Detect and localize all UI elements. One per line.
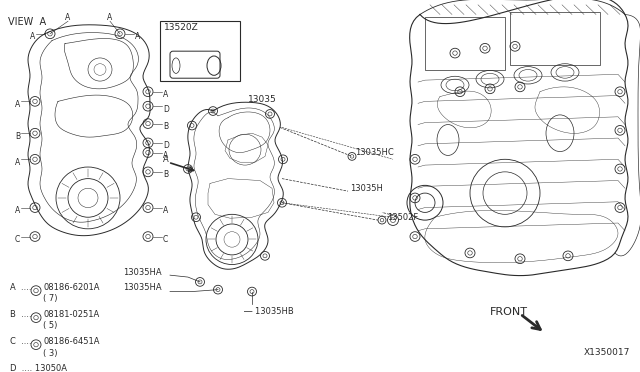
Text: 13035HA: 13035HA — [124, 283, 162, 292]
Text: 08186-6451A: 08186-6451A — [43, 337, 99, 346]
Text: FRONT: FRONT — [490, 307, 528, 317]
Text: ― 13035HB: ― 13035HB — [244, 307, 294, 316]
Text: A: A — [163, 90, 168, 99]
Text: X1350017: X1350017 — [584, 347, 630, 357]
Text: 13035H: 13035H — [350, 184, 383, 193]
Text: C: C — [163, 235, 168, 244]
Text: A: A — [29, 32, 35, 41]
Text: B: B — [163, 170, 168, 179]
Text: 08181-0251A: 08181-0251A — [43, 310, 99, 319]
Text: D  .... 13050A: D .... 13050A — [10, 364, 67, 372]
Text: 13520Z: 13520Z — [164, 23, 199, 32]
Text: A  ....: A .... — [10, 283, 31, 292]
Text: A: A — [15, 158, 20, 167]
Text: 13035HA: 13035HA — [124, 268, 162, 277]
Text: 13502F: 13502F — [387, 213, 419, 222]
Text: B: B — [163, 122, 168, 131]
Bar — [425, 17, 505, 70]
Text: A: A — [135, 32, 140, 41]
Text: ( 3): ( 3) — [43, 349, 58, 357]
Text: D: D — [163, 141, 169, 150]
Text: 08186-6201A: 08186-6201A — [43, 283, 99, 292]
Text: 13035: 13035 — [248, 94, 276, 104]
Text: ( 5): ( 5) — [43, 321, 58, 330]
Text: C: C — [15, 235, 20, 244]
Bar — [160, 21, 240, 81]
Text: B: B — [15, 132, 20, 141]
Text: A: A — [108, 13, 113, 22]
Text: A: A — [163, 206, 168, 215]
Text: B  ....: B .... — [10, 310, 31, 319]
Text: A: A — [65, 13, 70, 22]
Text: A: A — [15, 100, 20, 109]
Text: C  ....: C .... — [10, 337, 31, 346]
Text: VIEW  A: VIEW A — [8, 17, 46, 28]
Text: 13035HC: 13035HC — [355, 148, 394, 157]
Bar — [510, 12, 600, 65]
Text: A: A — [163, 151, 168, 160]
Text: A: A — [163, 155, 169, 164]
Text: A: A — [15, 206, 20, 215]
Text: D: D — [163, 105, 169, 113]
Text: ( 7): ( 7) — [43, 295, 58, 304]
